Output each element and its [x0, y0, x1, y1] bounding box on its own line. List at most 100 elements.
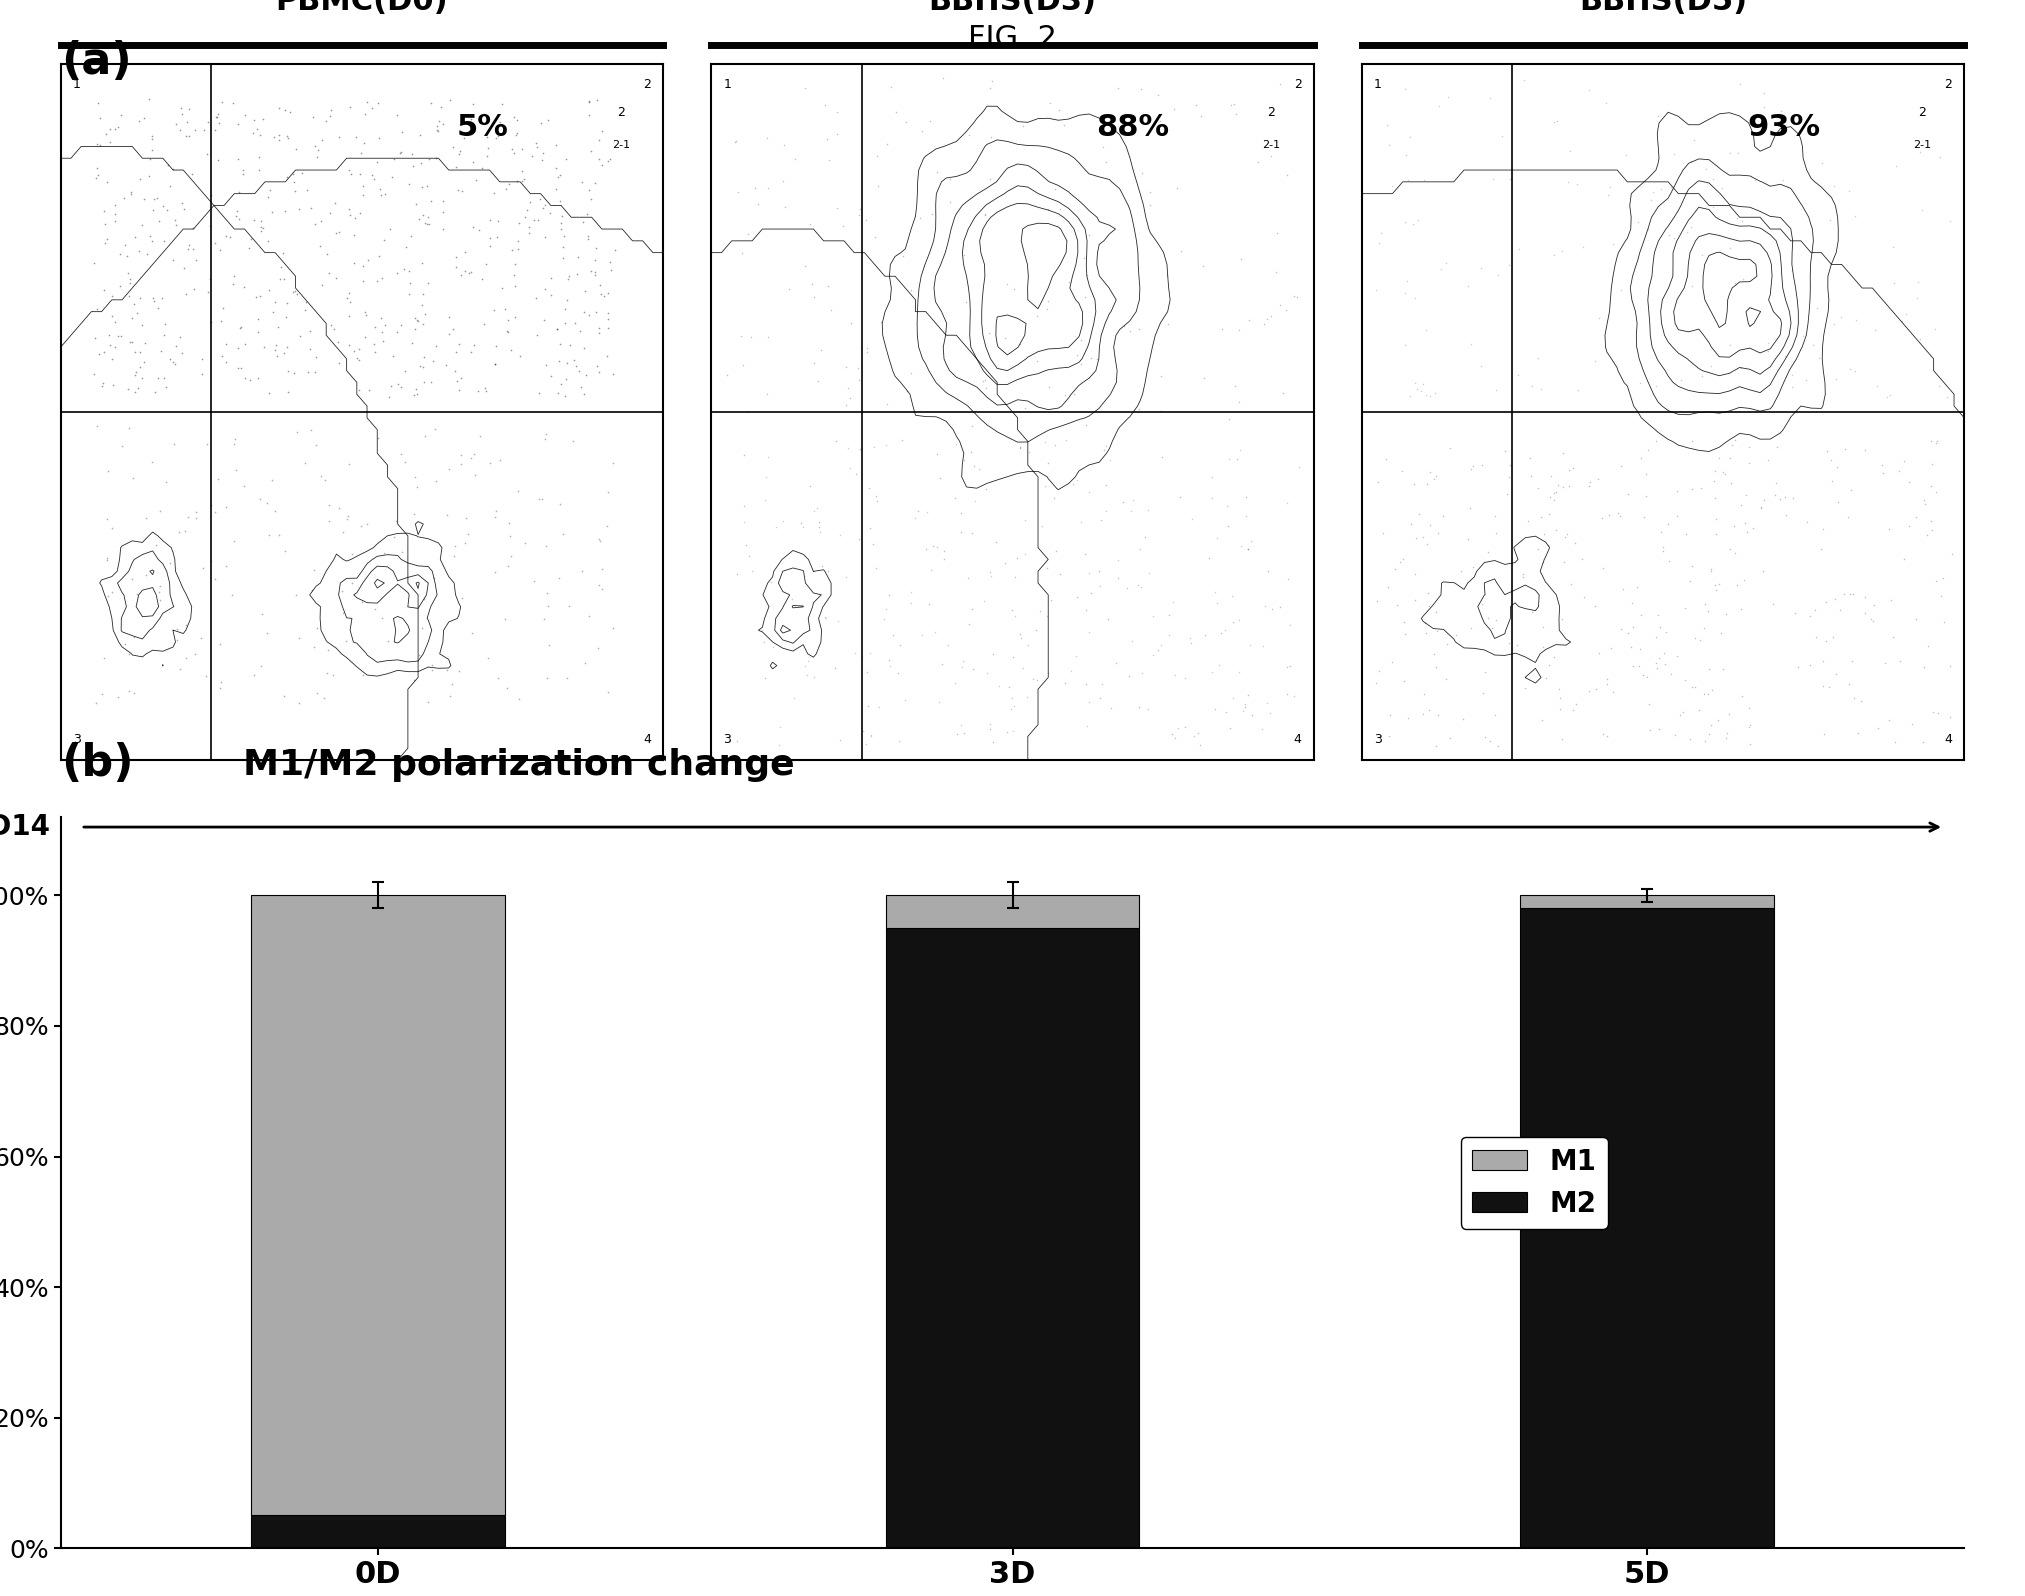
Point	[117, 290, 150, 316]
Point	[99, 207, 132, 233]
Point	[958, 656, 990, 681]
Point	[267, 239, 300, 265]
Point	[136, 126, 168, 152]
Point	[393, 281, 425, 306]
Point	[1010, 683, 1043, 709]
Point	[1490, 482, 1523, 508]
Point	[348, 324, 381, 350]
Point	[247, 215, 279, 241]
Point	[561, 262, 593, 287]
Point	[1144, 362, 1177, 388]
Point	[136, 450, 168, 476]
Point	[1241, 150, 1274, 176]
Point	[1895, 712, 1928, 737]
Point	[1069, 670, 1102, 696]
Point	[478, 504, 510, 530]
Point	[409, 302, 441, 327]
Text: 2: 2	[1944, 78, 1952, 91]
Point	[567, 209, 599, 235]
Point	[1031, 603, 1063, 629]
Point	[211, 330, 243, 356]
Point	[1387, 669, 1420, 694]
Point	[585, 152, 618, 177]
Point	[1835, 477, 1867, 503]
Point	[1604, 503, 1636, 528]
Point	[792, 662, 824, 688]
Point	[178, 276, 211, 302]
Point	[277, 361, 310, 386]
Point	[1899, 504, 1932, 530]
Point	[498, 273, 531, 298]
Point	[1223, 318, 1256, 343]
Point	[543, 565, 575, 591]
Text: 4: 4	[1944, 733, 1952, 745]
Point	[567, 381, 599, 407]
Point	[1545, 726, 1577, 752]
Point	[227, 275, 259, 300]
Point	[1367, 520, 1399, 546]
Point	[99, 192, 132, 217]
Point	[1636, 179, 1669, 204]
Point	[1067, 244, 1100, 270]
Point	[1859, 318, 1891, 343]
Point	[531, 421, 563, 447]
Point	[1616, 654, 1648, 680]
Point	[241, 365, 273, 391]
Point	[1839, 358, 1871, 383]
Point	[751, 324, 784, 350]
Point	[1539, 517, 1571, 543]
Point	[1004, 621, 1037, 646]
Point	[1205, 619, 1237, 645]
Point	[798, 284, 830, 310]
Bar	[251, 1516, 504, 1548]
Point	[1144, 109, 1177, 134]
Point	[219, 426, 251, 452]
Point	[1160, 176, 1193, 201]
Point	[972, 321, 1004, 346]
Point	[1725, 207, 1758, 233]
Point	[1877, 624, 1910, 650]
Point	[581, 635, 614, 661]
Point	[1116, 487, 1148, 512]
Text: CD14: CD14	[0, 812, 51, 841]
Point	[1081, 559, 1114, 584]
Point	[749, 488, 782, 514]
Point	[850, 659, 883, 685]
Point	[1401, 207, 1434, 233]
Point	[1812, 674, 1845, 699]
Point	[1537, 643, 1569, 669]
Point	[458, 332, 490, 358]
Point	[164, 656, 196, 681]
Point	[202, 147, 235, 172]
Point	[160, 212, 192, 238]
Point	[279, 583, 312, 608]
Point	[1776, 375, 1808, 401]
Point	[306, 273, 338, 298]
Point	[381, 102, 413, 128]
Point	[1472, 605, 1505, 630]
Point	[1211, 493, 1243, 519]
Point	[190, 431, 223, 456]
Point	[1543, 677, 1575, 702]
Point	[531, 666, 563, 691]
Point	[883, 632, 915, 658]
Point	[543, 163, 575, 188]
Point	[1675, 568, 1707, 594]
Bar	[1521, 908, 1774, 1548]
Point	[439, 255, 472, 281]
Point	[91, 169, 124, 195]
Point	[267, 340, 300, 365]
Point	[1124, 536, 1156, 562]
Point	[146, 193, 178, 219]
Point	[373, 629, 405, 654]
Point	[446, 442, 478, 468]
Point	[1916, 450, 1948, 476]
Point	[389, 359, 421, 385]
Point	[832, 436, 865, 461]
Point	[142, 207, 174, 233]
Point	[1085, 508, 1118, 533]
Point	[508, 204, 541, 230]
Point	[245, 214, 277, 239]
Point	[1818, 587, 1851, 613]
Point	[1553, 474, 1586, 500]
